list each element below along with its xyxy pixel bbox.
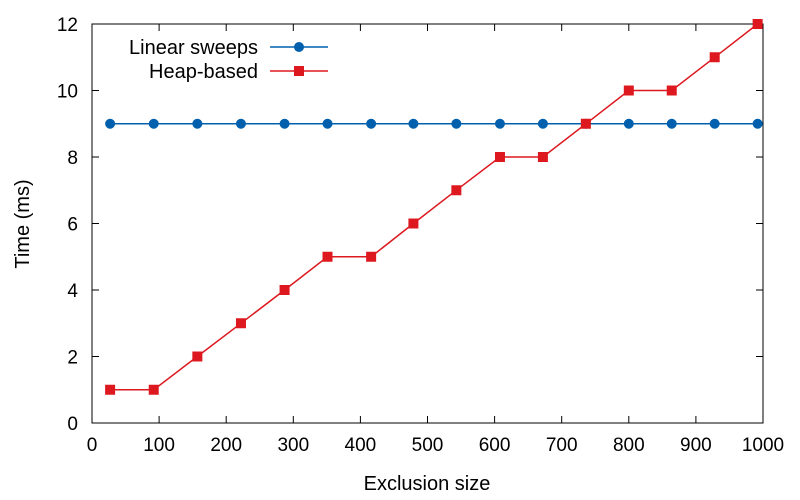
- data-point: [752, 19, 763, 29]
- y-tick-label: 0: [67, 414, 78, 435]
- data-point: [105, 384, 116, 395]
- x-tick-label: 600: [479, 435, 511, 456]
- y-tick-label: 12: [57, 15, 78, 36]
- x-tick-label: 300: [277, 435, 309, 456]
- data-point: [279, 285, 290, 295]
- x-tick-label: 700: [546, 435, 578, 456]
- data-point: [322, 118, 333, 129]
- legend-marker: [294, 42, 304, 52]
- series-line: [110, 23, 759, 391]
- data-point: [666, 118, 677, 129]
- x-tick-label: 800: [613, 435, 645, 456]
- legend-label: Linear sweeps: [129, 37, 258, 59]
- y-tick-label: 4: [67, 281, 78, 302]
- legend-label: Heap-based: [149, 61, 258, 83]
- data-point: [105, 118, 116, 129]
- data-point: [580, 118, 591, 129]
- x-tick-label: 0: [87, 435, 98, 456]
- data-point: [235, 318, 246, 329]
- y-tick-label: 8: [67, 148, 78, 169]
- data-point: [322, 251, 333, 262]
- plot-frame: [91, 23, 764, 424]
- legend-entry: Heap-based: [149, 61, 328, 83]
- y-tick-label: 6: [67, 215, 78, 236]
- x-tick-label: 200: [210, 435, 242, 456]
- x-tick-label: 400: [345, 435, 377, 456]
- data-point: [279, 118, 290, 129]
- series-group: [105, 19, 763, 395]
- data-point: [451, 185, 462, 196]
- x-tick-label: 900: [680, 435, 712, 456]
- data-point: [408, 218, 419, 229]
- data-point: [235, 118, 246, 129]
- legend-marker: [294, 66, 304, 76]
- data-point: [537, 152, 548, 162]
- x-tick-label: 100: [143, 435, 175, 456]
- y-axis-title: Time (ms): [12, 179, 34, 268]
- y-tick-label: 10: [57, 82, 78, 103]
- data-point: [408, 118, 419, 129]
- x-tick-label: 500: [412, 435, 444, 456]
- data-point: [192, 351, 203, 362]
- data-point: [709, 52, 720, 63]
- series-heap-based: [105, 19, 763, 395]
- data-point: [192, 118, 203, 129]
- data-point: [366, 251, 377, 262]
- data-point: [494, 118, 505, 129]
- data-point: [752, 118, 763, 129]
- y-tick-label: 2: [67, 348, 78, 369]
- data-point: [148, 118, 159, 129]
- data-point: [451, 118, 462, 129]
- axes: 0 100 200 300 400 500 600 700 800 900 1000 0 2 4 6 8 10 1…: [57, 15, 784, 456]
- data-point: [623, 118, 634, 129]
- data-point: [366, 118, 377, 129]
- data-point: [666, 85, 677, 96]
- legend-entry: Linear sweeps: [129, 37, 328, 59]
- data-point: [494, 152, 505, 162]
- data-point: [148, 384, 159, 395]
- data-point: [709, 118, 720, 129]
- x-tick-label: 1000: [742, 435, 784, 456]
- series-linear-sweeps: [105, 118, 763, 129]
- data-point: [537, 118, 548, 129]
- data-point: [623, 85, 634, 96]
- x-axis-title: Exclusion size: [364, 473, 491, 495]
